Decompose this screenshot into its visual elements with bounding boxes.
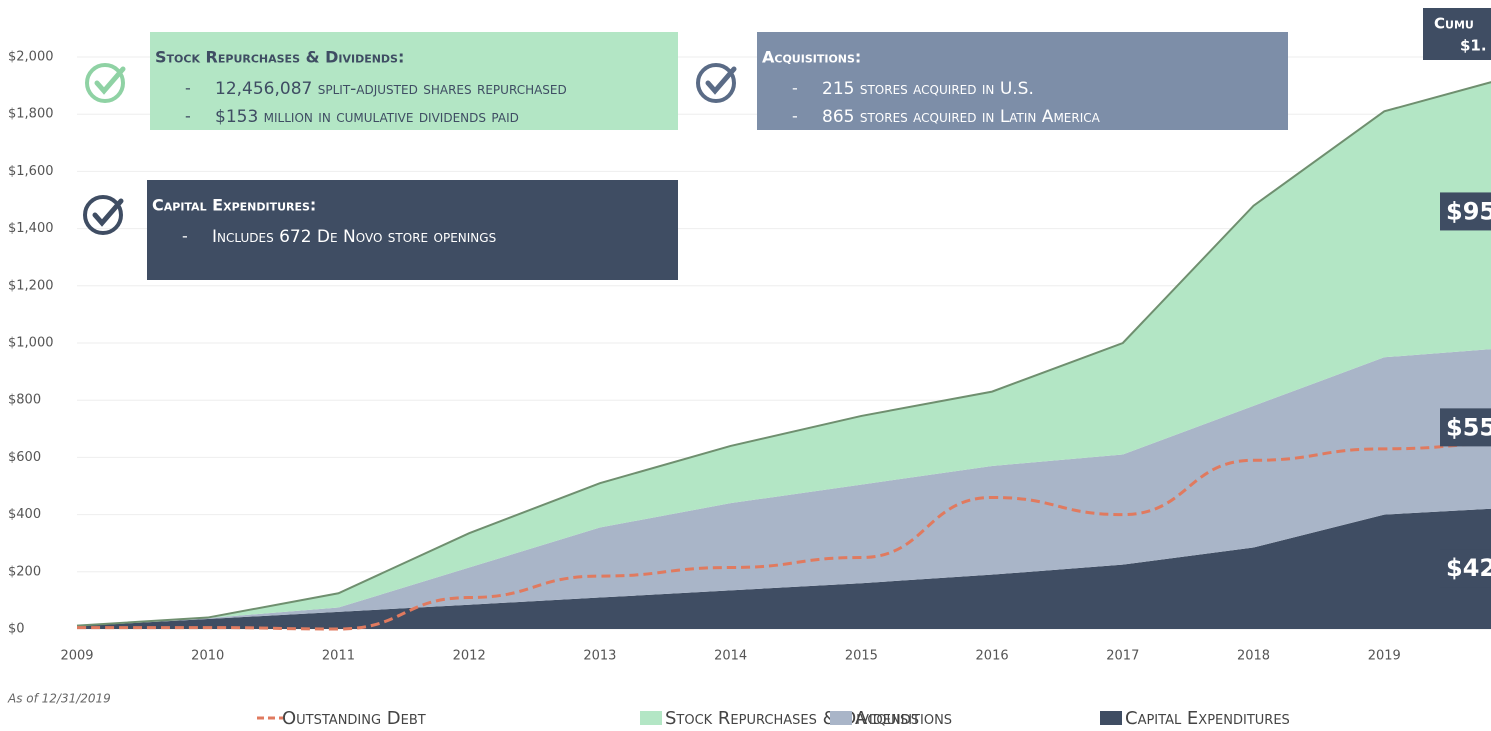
x-tick-label: 2010 [191,649,224,664]
annotation-line: 12,456,087 split-adjusted shares repurch… [215,79,567,99]
legend-swatch [1100,711,1122,725]
total-badge [1423,8,1491,60]
total-label: Cumu [1434,15,1474,33]
y-tick-label: $1,400 [8,221,54,236]
annotation-line: 865 stores acquired in Latin America [822,107,1101,127]
segment-label: $42 [1446,554,1491,582]
annotation-box [147,180,678,280]
total-label: $1. [1460,37,1487,55]
legend-swatch [640,711,662,725]
x-tick-label: 2017 [1106,649,1139,664]
segment-label: $55 [1446,413,1491,441]
area [77,508,1491,629]
annotation-dash: - [185,107,191,126]
check-icon [94,66,126,95]
legend-label: Outstanding Debt [282,708,426,729]
annotation-dash: - [185,79,191,98]
y-tick-label: $1,000 [8,336,54,351]
annotation-dash: - [792,79,798,98]
segment-label-box [1440,549,1491,588]
check-icon [92,198,124,227]
x-tick-label: 2011 [322,649,355,664]
x-tick-label: 2016 [976,649,1009,664]
annotation-title: Stock Repurchases & Dividends: [155,48,404,67]
annotation-line: Includes 672 De Novo store openings [212,227,496,247]
check-icon [83,195,123,235]
y-tick-label: $400 [8,507,41,522]
legend-label: Capital Expenditures [1125,708,1290,729]
annotation-title: Capital Expenditures: [152,196,316,215]
legend-swatch [830,711,852,725]
segment-label: $95 [1446,197,1491,225]
y-tick-label: $0 [8,622,25,637]
y-tick-label: $800 [8,393,41,408]
annotation-line: $153 million in cumulative dividends pai… [215,107,519,127]
y-tick-label: $1,600 [8,164,54,179]
annotation-box [757,32,1288,130]
annotation-box [150,32,678,130]
y-tick-label: $1,200 [8,278,54,293]
legend-label: Stock Repurchases & Dividends [665,708,919,729]
check-icon [85,63,125,103]
y-tick-label: $1,800 [8,107,54,122]
footnote: As of 12/31/2019 [7,692,111,706]
annotation-line: 215 stores acquired in U.S. [822,79,1034,99]
annotation-dash: - [792,107,798,126]
segment-label-box [1440,408,1491,447]
x-tick-label: 2013 [583,649,616,664]
x-tick-label: 2019 [1368,649,1401,664]
area [77,349,1491,627]
y-tick-label: $2,000 [8,50,54,65]
x-tick-label: 2009 [60,649,93,664]
x-tick-label: 2012 [453,649,486,664]
y-tick-label: $200 [8,564,41,579]
x-tick-label: 2015 [845,649,878,664]
y-tick-label: $600 [8,450,41,465]
annotation-title: Acquisitions: [762,48,861,67]
legend-label: Acquisitions [855,708,952,729]
annotation-dash: - [182,227,188,246]
check-icon [696,63,736,103]
x-tick-label: 2014 [714,649,747,664]
check-icon [705,66,737,95]
debt-line [76,441,1491,631]
area-outline [76,81,1491,627]
segment-label-box [1440,192,1491,231]
x-tick-label: 2018 [1237,649,1270,664]
